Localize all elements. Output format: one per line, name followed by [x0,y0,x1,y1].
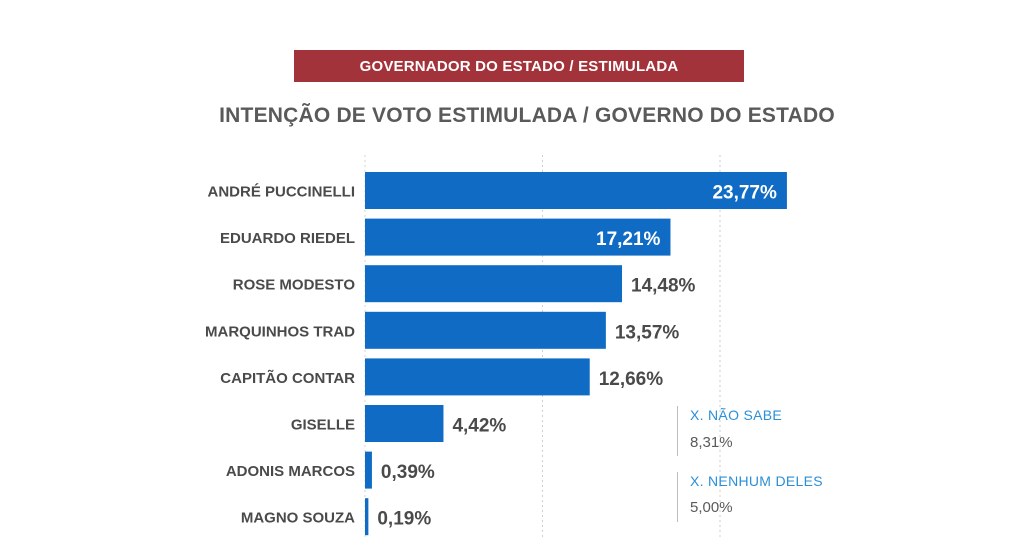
category-label: MAGNO SOUZA [241,510,355,527]
bar [365,172,787,209]
section-banner: GOVERNADOR DO ESTADO / ESTIMULADA [294,50,744,82]
bar [365,358,590,396]
data-label: 23,77% [712,183,777,204]
side-note-value-nao-sabe: 8,31% [690,434,733,451]
category-label: GISELLE [291,417,355,434]
side-note-label-nenhum: X. NENHUM DELES [690,473,823,489]
category-label: ADONIS MARCOS [226,463,355,480]
data-label: 13,57% [615,322,680,343]
bar [365,265,623,303]
category-label: CAPITÃO CONTAR [220,369,355,387]
category-label: ROSE MODESTO [233,277,356,294]
side-note-divider [677,472,678,522]
data-label: 0,19% [377,509,431,530]
category-label: MARQUINHOS TRAD [205,323,355,340]
chart-title: INTENÇÃO DE VOTO ESTIMULADA / GOVERNO DO… [219,104,835,127]
bar [365,451,372,489]
bar [365,218,671,256]
bar [365,498,369,536]
data-label: 12,66% [599,369,664,390]
data-label: 14,48% [631,276,696,297]
category-label: EDUARDO RIEDEL [220,230,355,247]
data-label: 0,39% [381,462,435,483]
bar [365,311,606,349]
data-label: 4,42% [452,416,506,437]
side-note-value-nenhum: 5,00% [690,499,733,516]
category-label: ANDRÉ PUCCINELLI [207,184,355,201]
side-note-divider [677,406,678,456]
side-note-label-nao-sabe: X. NÃO SABE [690,407,782,423]
bar [365,405,444,442]
data-label: 17,21% [596,229,661,250]
